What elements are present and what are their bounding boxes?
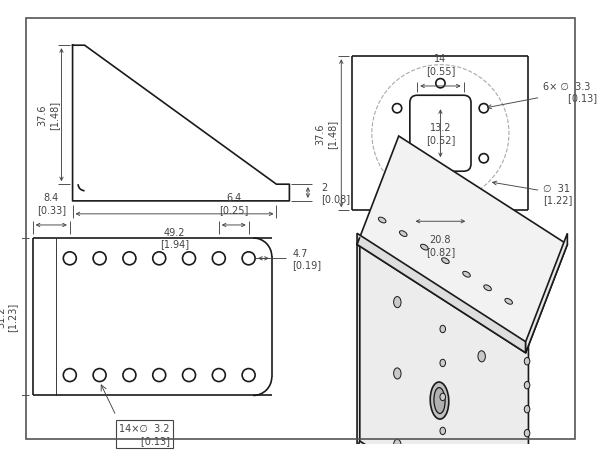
Text: 4.7
[0.19]: 4.7 [0.19] (292, 248, 321, 269)
Polygon shape (360, 238, 529, 463)
Ellipse shape (484, 285, 491, 291)
Ellipse shape (394, 297, 401, 308)
Text: 37.6
[1.48]: 37.6 [1.48] (315, 119, 337, 149)
Text: 14×∅  3.2
       [0.13]: 14×∅ 3.2 [0.13] (119, 423, 170, 445)
Polygon shape (526, 234, 567, 353)
Polygon shape (357, 234, 526, 353)
Text: ∅  31
[1.22]: ∅ 31 [1.22] (492, 181, 573, 205)
Text: 20.8
[0.82]: 20.8 [0.82] (426, 235, 455, 257)
Ellipse shape (524, 358, 530, 365)
Ellipse shape (379, 218, 386, 224)
Ellipse shape (524, 453, 530, 461)
Text: 31.2
[1.23]: 31.2 [1.23] (0, 302, 17, 332)
Ellipse shape (400, 231, 407, 237)
Text: 49.2
[1.94]: 49.2 [1.94] (160, 227, 189, 249)
Ellipse shape (524, 382, 530, 389)
Text: 13.2
[0.52]: 13.2 [0.52] (426, 123, 455, 145)
Ellipse shape (524, 406, 530, 413)
Ellipse shape (394, 439, 401, 450)
Ellipse shape (440, 359, 445, 367)
Text: 8.4
[0.33]: 8.4 [0.33] (37, 193, 66, 214)
Ellipse shape (440, 427, 445, 435)
Polygon shape (357, 245, 526, 463)
Ellipse shape (463, 272, 470, 277)
Ellipse shape (434, 388, 445, 413)
Ellipse shape (421, 245, 428, 250)
Ellipse shape (442, 258, 449, 264)
Polygon shape (357, 137, 567, 353)
Ellipse shape (430, 382, 448, 419)
Ellipse shape (394, 368, 401, 379)
Ellipse shape (478, 351, 485, 362)
Ellipse shape (524, 430, 530, 437)
Ellipse shape (440, 325, 445, 333)
Text: 6× ∅  3.3
        [0.13]: 6× ∅ 3.3 [0.13] (488, 81, 597, 109)
Text: 6.4
[0.25]: 6.4 [0.25] (219, 193, 249, 214)
Text: 37.6
[1.48]: 37.6 [1.48] (38, 101, 59, 130)
Text: 14
[0.55]: 14 [0.55] (426, 54, 455, 75)
Ellipse shape (505, 299, 512, 305)
Ellipse shape (440, 394, 445, 401)
Text: 2
[0.08]: 2 [0.08] (321, 182, 350, 204)
